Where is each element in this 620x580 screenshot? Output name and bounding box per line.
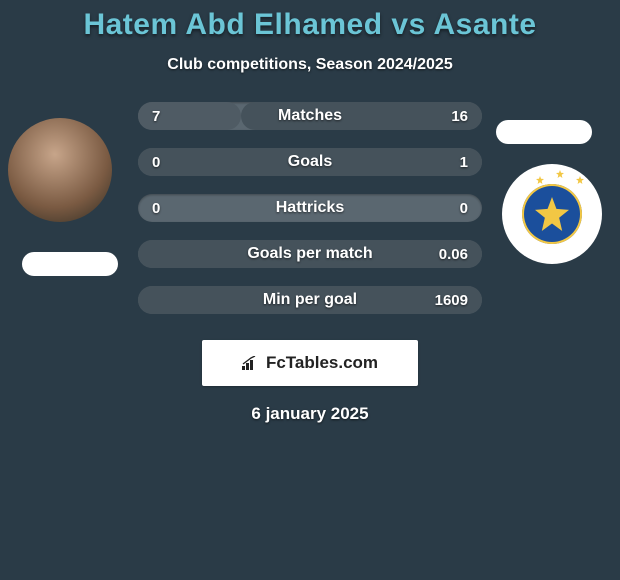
star-icon [556, 170, 564, 178]
player-left-avatar [8, 118, 112, 222]
stat-row: Min per goal 1609 [138, 286, 482, 314]
brand-label: FcTables.com [266, 353, 378, 373]
stat-label: Min per goal [263, 291, 357, 309]
stat-label: Goals [288, 153, 332, 171]
stat-row: 7 Matches 16 [138, 102, 482, 130]
star-icon [535, 197, 569, 231]
stat-row: 0 Goals 1 [138, 148, 482, 176]
subtitle: Club competitions, Season 2024/2025 [0, 56, 620, 74]
page-title: Hatem Abd Elhamed vs Asante [0, 8, 620, 42]
club-badge-icon [522, 184, 582, 244]
player-right-flag [496, 120, 592, 144]
stat-value-right: 16 [451, 108, 468, 125]
chart-icon [242, 356, 260, 370]
comparison-area: 7 Matches 16 0 Goals 1 0 Hattricks 0 Goals per ma… [0, 102, 620, 332]
star-icon [576, 176, 584, 184]
stat-row: 0 Hattricks 0 [138, 194, 482, 222]
stat-value-left: 0 [152, 154, 160, 171]
stat-bars: 7 Matches 16 0 Goals 1 0 Hattricks 0 Goals per ma… [138, 102, 482, 332]
stat-label: Hattricks [276, 199, 344, 217]
stat-value-left: 0 [152, 200, 160, 217]
stat-value-left: 7 [152, 108, 160, 125]
infographic-container: Hatem Abd Elhamed vs Asante Club competi… [0, 0, 620, 424]
stat-value-right: 0.06 [439, 246, 468, 263]
player-left-flag [22, 252, 118, 276]
stat-value-right: 1 [460, 154, 468, 171]
stat-value-right: 1609 [435, 292, 468, 309]
stat-label: Goals per match [247, 245, 372, 263]
date-label: 6 january 2025 [0, 404, 620, 424]
brand-badge: FcTables.com [202, 340, 418, 386]
stat-value-right: 0 [460, 200, 468, 217]
star-icon [536, 176, 544, 184]
player-right-club-badge [502, 164, 602, 264]
stat-row: Goals per match 0.06 [138, 240, 482, 268]
stat-label: Matches [278, 107, 342, 125]
